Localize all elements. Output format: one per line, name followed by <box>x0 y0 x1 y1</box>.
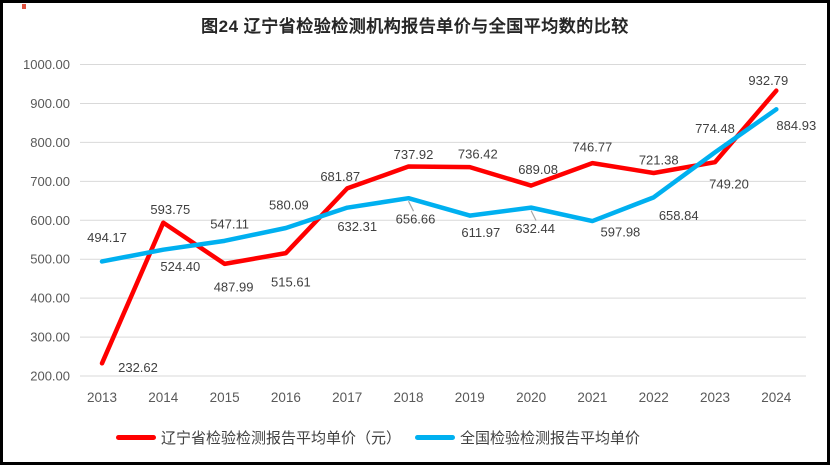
label-leader-line <box>530 210 537 221</box>
data-label: 232.62 <box>118 360 158 375</box>
data-label: 749.20 <box>709 177 749 192</box>
data-label: 774.48 <box>695 121 735 136</box>
y-tick-label: 300.00 <box>30 330 70 345</box>
chart-canvas: 200.00 300.00 400.00 500.00 600.00 700.00 800.… <box>23 57 816 405</box>
data-label: 721.38 <box>639 152 679 167</box>
liaoning-series-line <box>99 88 779 366</box>
legend-item-national: 全国检验检测报告平均单价 <box>415 427 640 448</box>
chart-legend: 辽宁省检验检测报告平均单价（元） 全国检验检测报告平均单价 <box>3 427 790 448</box>
x-tick-label: 2019 <box>455 390 485 405</box>
data-label: 932.79 <box>748 73 788 88</box>
data-label: 515.61 <box>271 275 311 290</box>
data-label: 494.17 <box>87 230 127 245</box>
data-label: 487.99 <box>214 279 254 294</box>
x-tick-label: 2014 <box>148 390 179 405</box>
x-tick-label: 2020 <box>516 390 546 405</box>
data-label: 524.40 <box>160 259 200 274</box>
data-label: 632.31 <box>337 219 377 234</box>
x-tick-label: 2022 <box>639 390 669 405</box>
y-tick-label: 700.00 <box>30 174 70 189</box>
y-tick-label: 900.00 <box>30 96 70 111</box>
national-line-swatch <box>415 435 455 440</box>
data-label: 746.77 <box>573 140 613 155</box>
x-tick-label: 2017 <box>332 390 362 405</box>
y-tick-label: 800.00 <box>30 135 70 150</box>
liaoning-legend-label: 辽宁省检验检测报告平均单价（元） <box>160 430 401 447</box>
data-label: 658.84 <box>659 208 699 223</box>
x-tick-label: 2016 <box>271 390 301 405</box>
x-tick-label: 2023 <box>700 390 730 405</box>
y-tick-label: 1000.00 <box>23 57 70 72</box>
chart-title: 图24 辽宁省检验检测机构报告单价与全国平均数的比较 <box>201 17 629 36</box>
data-label: 593.75 <box>150 202 190 217</box>
data-label: 681.87 <box>320 169 360 184</box>
y-tick-label: 600.00 <box>30 213 70 228</box>
label-leader-line <box>407 200 415 212</box>
data-label: 884.93 <box>776 118 816 133</box>
data-label: 737.92 <box>394 147 434 162</box>
data-label: 597.98 <box>601 225 641 240</box>
y-tick-label: 400.00 <box>30 291 70 306</box>
x-tick-label: 2013 <box>87 390 117 405</box>
x-tick-label: 2021 <box>577 390 607 405</box>
liaoning-line-swatch <box>115 435 156 440</box>
data-label: 736.42 <box>458 147 498 162</box>
data-label: 689.08 <box>518 162 558 177</box>
x-tick-label: 2018 <box>393 390 423 405</box>
data-label: 611.97 <box>461 225 500 240</box>
red-speck-artifact <box>22 4 26 9</box>
x-tick-label: 2015 <box>210 390 240 405</box>
data-label: 547.11 <box>210 216 249 231</box>
national-series-line <box>99 107 779 264</box>
x-tick-label: 2024 <box>761 390 792 405</box>
data-label: 580.09 <box>269 198 309 213</box>
national-legend-label: 全国检验检测报告平均单价 <box>460 430 641 447</box>
legend-item-liaoning: 辽宁省检验检测报告平均单价（元） <box>115 427 401 448</box>
y-tick-label: 200.00 <box>30 369 70 384</box>
data-label: 656.66 <box>396 212 436 227</box>
data-label: 632.44 <box>515 221 555 236</box>
y-tick-label: 500.00 <box>30 252 70 267</box>
